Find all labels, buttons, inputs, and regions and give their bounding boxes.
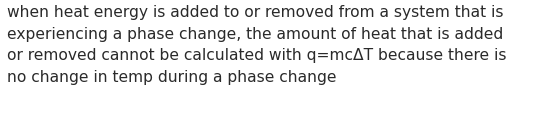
Text: when heat energy is added to or removed from a system that is
experiencing a pha: when heat energy is added to or removed … xyxy=(7,5,506,85)
